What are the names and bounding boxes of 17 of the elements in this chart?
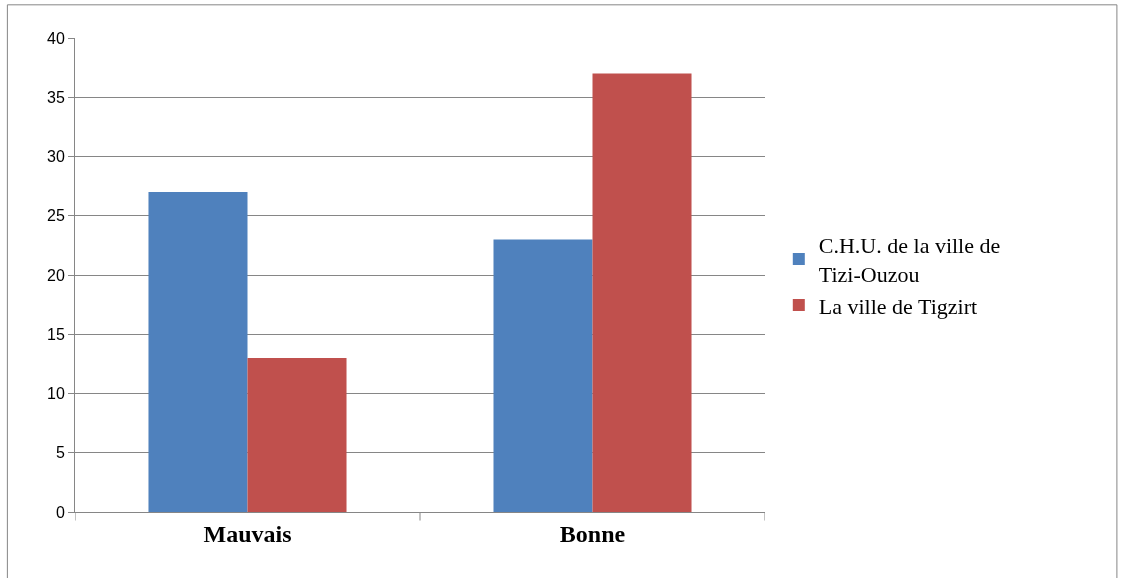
y-tick-label: 5 [55, 444, 65, 462]
bar [148, 192, 248, 512]
legend-label: La ville de Tigzirt [818, 293, 978, 319]
y-tick-label: 20 [47, 266, 65, 284]
x-tick-label: Bonne [559, 520, 626, 547]
y-tick-label: 40 [47, 29, 65, 47]
y-tick-label: 35 [47, 88, 65, 106]
bar [493, 239, 593, 512]
bar [592, 73, 692, 512]
y-tick-label: 10 [47, 385, 65, 403]
legend-label: C.H.U. de la ville de Tizi-Ouzou [818, 233, 1001, 287]
y-tick-label: 15 [47, 325, 65, 343]
y-tick-label: 25 [47, 207, 65, 225]
bar [247, 357, 347, 512]
y-tick-label: 0 [55, 503, 65, 521]
y-tick-label: 30 [47, 148, 65, 166]
x-tick-label: Mauvais [203, 520, 292, 547]
